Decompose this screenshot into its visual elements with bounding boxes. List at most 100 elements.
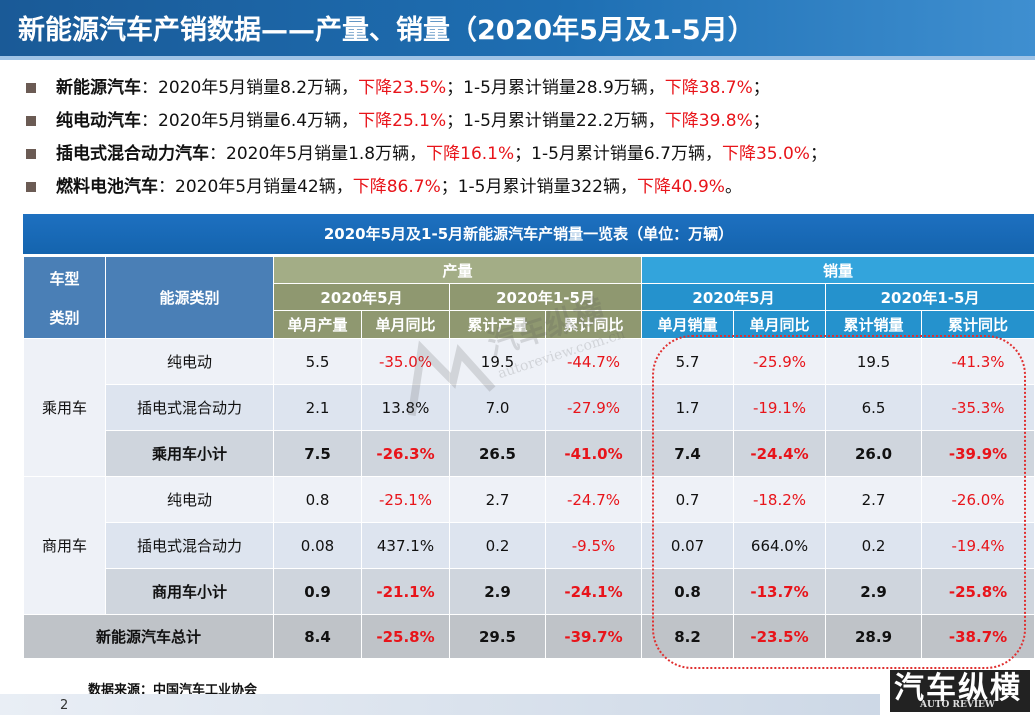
cell: 1.7 (641, 384, 735, 431)
cell: 0.7 (641, 476, 735, 523)
subheader-cell: 累计同比 (544, 310, 643, 339)
cell: 28.9 (825, 614, 923, 659)
cell: 2.9 (449, 568, 546, 615)
cell: 13.8% (361, 384, 450, 431)
cell: -26.3% (361, 430, 450, 477)
row-label: 新能源汽车总计 (23, 614, 274, 659)
bullet-decline: 下降23.5% (358, 78, 447, 98)
table-row: 插电式混合动力 2.1 13.8% 7.0 -27.9% 1.7 -19.1% … (24, 384, 1035, 431)
category-commercial: 商用车 (23, 476, 106, 615)
category-passenger: 乘用车 (23, 338, 106, 477)
table-title: 2020年5月及1-5月新能源汽车产销量一览表（单位：万辆） (23, 214, 1034, 254)
cell: -9.5% (544, 522, 643, 569)
bullet-decline: 下降16.1% (426, 144, 515, 164)
table-row-subtotal: 乘用车小计 7.5 -26.3% 26.5 -41.0% 7.4 -24.4% … (24, 430, 1035, 477)
cell: -24.7% (544, 476, 643, 523)
cell: -35.0% (361, 338, 450, 385)
bullet-square-icon (26, 116, 36, 126)
row-label: 纯电动 (105, 476, 274, 523)
bullet-decline: 下降39.8% (664, 111, 753, 131)
cell: -39.7% (544, 614, 643, 659)
bullet-square-icon (26, 83, 36, 93)
bullet-square-icon (26, 182, 36, 192)
page-number: 2 (60, 698, 69, 713)
logo-text: 汽车纵横 (894, 671, 1022, 706)
bullet-decline: 下降25.1% (358, 111, 447, 131)
cell: -41.0% (544, 430, 643, 477)
cell: -44.7% (544, 338, 643, 385)
title-banner: 新能源汽车产销数据——产量、销量（2020年5月及1-5月） (0, 0, 1035, 56)
bullet-label: 燃料电池汽车 (56, 177, 158, 197)
header-vehicle-type: 车型 类别 (23, 256, 106, 339)
row-label: 乘用车小计 (105, 430, 274, 477)
page-title: 新能源汽车产销数据——产量、销量（2020年5月及1-5月） (18, 15, 755, 46)
cell: -26.0% (921, 476, 1035, 523)
bullet-label: 纯电动汽车 (56, 111, 141, 131)
cell: -38.7% (921, 614, 1035, 659)
cell: 5.5 (273, 338, 362, 385)
bullet-square-icon (26, 149, 36, 159)
bullet-end: ； (752, 111, 770, 131)
row-label: 插电式混合动力 (105, 384, 274, 431)
bullet-item: 纯电动汽车：2020年5月销量6.4万辆，下降25.1%；1-5月累计销量22.… (26, 105, 1026, 138)
cell: 2.1 (273, 384, 362, 431)
bullet-item: 新能源汽车：2020年5月销量8.2万辆，下降23.5%；1-5月累计销量28.… (26, 72, 1026, 105)
header-production: 产量 (272, 256, 643, 284)
cell: 7.5 (273, 430, 362, 477)
header-prod-may: 2020年5月 (273, 283, 450, 311)
bullet-decline: 下降38.7% (664, 78, 753, 98)
cell: 19.5 (825, 338, 923, 385)
bullet-list: 新能源汽车：2020年5月销量8.2万辆，下降23.5%；1-5月累计销量28.… (26, 72, 1026, 204)
cell: 19.5 (449, 338, 546, 385)
header-sales-may: 2020年5月 (641, 283, 827, 311)
cell: -35.3% (921, 384, 1035, 431)
cell: 664.0% (733, 522, 827, 569)
footer-bar (0, 694, 880, 715)
subheader-cell: 累计销量 (825, 310, 923, 339)
cell: 2.7 (449, 476, 546, 523)
header-sales: 销量 (641, 256, 1035, 284)
bullet-text: ：2020年5月销量6.4万辆， (141, 111, 359, 131)
brand-logo: 汽车纵横 AUTO REVIEW (890, 670, 1030, 712)
row-label: 插电式混合动力 (105, 522, 274, 569)
bullet-text: ；1-5月累计销量322辆， (440, 177, 637, 197)
subheader-cell: 单月产量 (273, 310, 362, 339)
cell: 0.08 (273, 522, 362, 569)
cell: 2.9 (825, 568, 923, 615)
bullet-item: 插电式混合动力汽车：2020年5月销量1.8万辆，下降16.1%；1-5月累计销… (26, 138, 1026, 171)
cell: 0.8 (273, 476, 362, 523)
bullet-label: 新能源汽车 (56, 78, 141, 98)
bullet-text: ：2020年5月销量42辆， (158, 177, 353, 197)
bullet-decline: 下降86.7% (352, 177, 441, 197)
bullet-end: ； (809, 144, 827, 164)
cell: -25.1% (361, 476, 450, 523)
cell: 6.5 (825, 384, 923, 431)
cell: 26.0 (825, 430, 923, 477)
cell: 5.7 (641, 338, 735, 385)
bullet-text: ：2020年5月销量1.8万辆， (209, 144, 427, 164)
table-row-total: 新能源汽车总计 8.4 -25.8% 29.5 -39.7% 8.2 -23.5… (23, 614, 1035, 659)
title-underline (0, 56, 1035, 60)
cell: 437.1% (361, 522, 450, 569)
cell: 0.2 (825, 522, 923, 569)
cell: -18.2% (733, 476, 827, 523)
bullet-decline: 下降40.9% (636, 177, 725, 197)
cell: 26.5 (449, 430, 546, 477)
bullet-text: ；1-5月累计销量28.9万辆， (446, 78, 665, 98)
header-prod-ytd: 2020年1-5月 (448, 283, 643, 311)
header-text: 车型 (49, 269, 80, 288)
table-row: 插电式混合动力 0.08 437.1% 0.2 -9.5% 0.07 664.0… (24, 522, 1035, 569)
cell: -27.9% (544, 384, 643, 431)
cell: 7.4 (641, 430, 735, 477)
header-energy-type: 能源类别 (105, 256, 274, 339)
cell: 0.2 (449, 522, 546, 569)
cell: -19.1% (733, 384, 827, 431)
cell: 29.5 (449, 614, 546, 659)
cell: -41.3% (921, 338, 1035, 385)
table-row: 乘用车 纯电动 5.5 -35.0% 19.5 -44.7% 5.7 -25.9… (23, 338, 1035, 477)
cell: -19.4% (921, 522, 1035, 569)
cell: -25.8% (361, 614, 450, 659)
bullet-text: ；1-5月累计销量6.7万辆， (514, 144, 722, 164)
cell: -39.9% (921, 430, 1035, 477)
bullet-end: 。 (724, 177, 742, 197)
